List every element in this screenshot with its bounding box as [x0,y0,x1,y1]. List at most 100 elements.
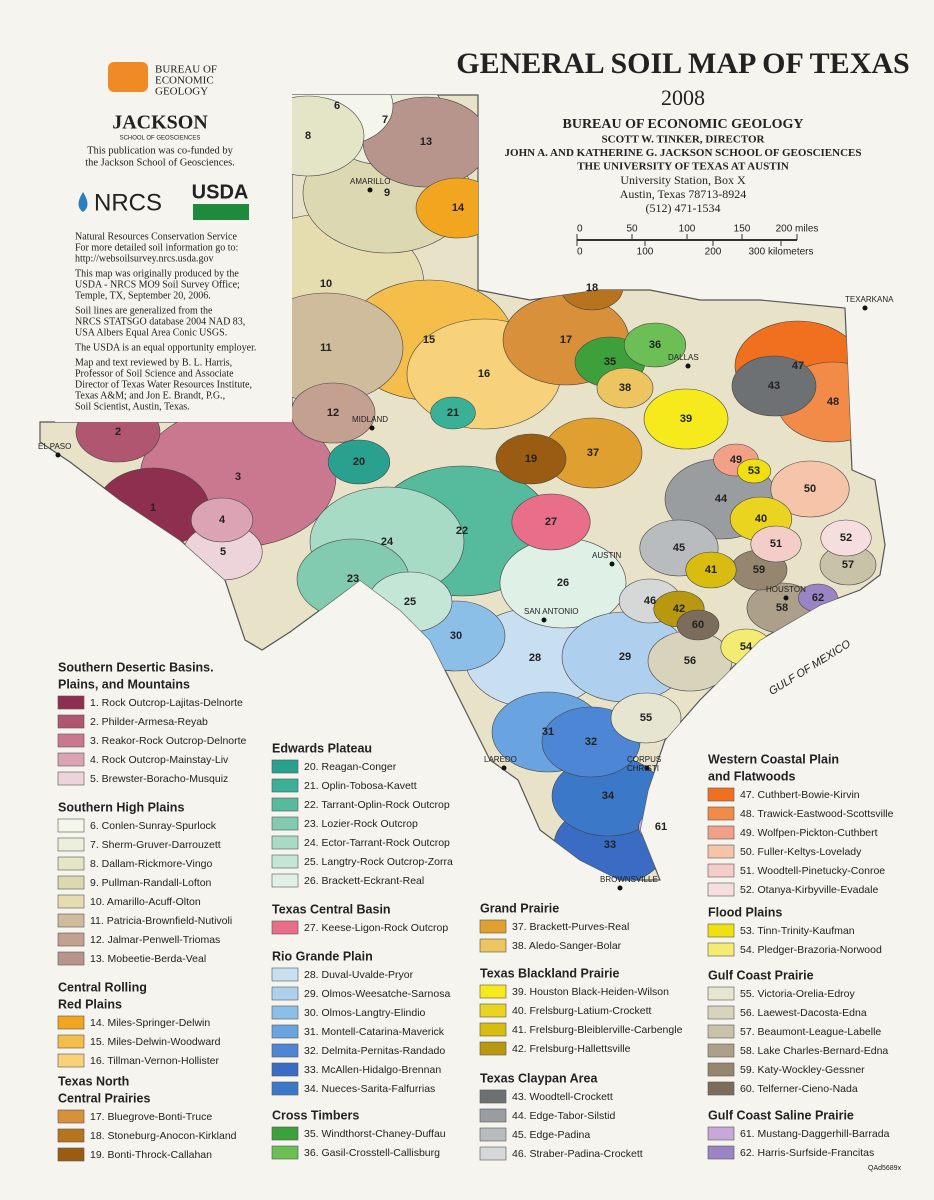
unit-label: 45 [673,542,685,554]
legend-group-title: Gulf Coast Prairie [708,968,814,982]
unit-label: 27 [545,516,557,528]
unit-label: 1 [150,502,156,514]
unit-label: 5 [220,546,226,558]
legend-item: 16. Tillman-Vernon-Hollister [90,1055,219,1067]
soil-region [610,692,682,744]
gulf-label: GULF OF MEXICO [767,638,853,698]
unit-label: 25 [404,596,416,608]
legend-swatch [479,1108,507,1123]
soil-region [511,493,591,551]
city-name: EL PASO [38,442,71,451]
unit-label: 40 [755,513,767,525]
legend-group-title: Edwards Plateau [272,741,372,755]
unit-label: 29 [619,651,631,663]
legend-swatch [707,825,735,840]
credit-line: Map and text reviewed by B. L. Harris, [75,357,232,368]
scale-miles-label: 50 [626,224,638,235]
legend-item: 50. Fuller-Keltys-Lovelady [740,846,862,858]
legend-item: 23. Lozier-Rock Outcrop [304,818,418,830]
legend-swatch [479,1022,507,1037]
unit-label: 9 [384,187,390,199]
legend-swatch [57,913,85,928]
unit-label: 6 [334,100,340,112]
legend-group-title: Texas Central Basin [272,902,391,916]
legend-item: 47. Cuthbert-Bowie-Kirvin [740,789,860,801]
legend-item: 32. Delmita-Pernitas-Randado [304,1045,445,1057]
unit-label: 24 [381,536,394,548]
legend-item: 29. Olmos-Weesatche-Sarnosa [304,988,450,1000]
soil-region [596,367,654,409]
legend-item: 9. Pullman-Randall-Lofton [90,877,212,889]
legend-swatch [271,854,299,869]
legend-swatch [271,1145,299,1160]
legend-item: 14. Miles-Springer-Delwin [90,1017,210,1029]
legend-group-title: Red Plains [58,997,122,1011]
credit-line: Professor of Soil Science and Associate [75,368,234,379]
legend-swatch [271,986,299,1001]
legend-item: 36. Gasil-Crosstell-Callisburg [304,1147,440,1159]
beg-logo-text: BUREAU OF [155,64,217,76]
nrcs-drop [78,192,88,212]
scale-km-label: 0 [577,247,583,258]
unit-label: 3 [235,471,241,483]
legend-item: 21. Oplin-Tobosa-Kavett [304,780,417,792]
legend-group-title: Grand Prairie [480,901,559,915]
org-name: BUREAU OF ECONOMIC GEOLOGY [563,117,804,132]
city-dot [501,765,507,771]
legend-swatch [57,951,85,966]
legend-swatch [707,1126,735,1141]
legend-swatch [57,714,85,729]
scale-km-label: 100 [637,247,654,258]
legend-swatch [57,1109,85,1124]
header-school: JOHN A. AND KATHERINE G. JACKSON SCHOOL … [505,147,862,159]
unit-label: 38 [619,382,631,394]
beg-logo-mark [108,62,148,92]
legend-swatch [271,873,299,888]
legend-item: 2. Philder-Armesa-Reyab [90,716,208,728]
unit-label: 51 [770,538,782,550]
legend-item: 4. Rock Outcrop-Mainstay-Liv [90,754,229,766]
city-name: AMARILLO [350,177,390,186]
city-name: CHRISTI [627,764,659,773]
scale-km-label: 200 [705,247,722,258]
unit-label: 54 [740,641,753,653]
legend-item: 54. Pledger-Brazoria-Norwood [740,944,882,956]
legend-swatch [479,1041,507,1056]
header-university: THE UNIVERSITY OF TEXAS AT AUSTIN [577,161,789,173]
legend-item: 51. Woodtell-Pinetucky-Conroe [740,865,885,877]
scale-miles-label: 0 [577,224,583,235]
credit-line: NRCS STATSGO database 2004 NAD 83, [75,316,245,327]
soil-region [770,460,850,518]
legend-swatch [271,967,299,982]
city-dot [617,885,623,891]
legend-item: 25. Langtry-Rock Outcrop-Zorra [304,856,453,868]
legend-item: 38. Aledo-Sanger-Bolar [512,940,622,952]
legend-item: 31. Montell-Catarina-Maverick [304,1026,445,1038]
scale-miles-label: 100 [679,224,696,235]
soil-region [430,396,476,430]
city-name: BROWNSVILLE [600,875,658,884]
legend-swatch [271,920,299,935]
legend-item: 62. Harris-Surfside-Francitas [740,1147,874,1159]
map-year: 2008 [661,85,705,110]
city-dot [609,561,615,567]
legend-item: 49. Wolfpen-Pickton-Cuthbert [740,827,878,839]
unit-label: 13 [420,136,432,148]
legend-swatch [271,1126,299,1141]
legend-item: 3. Reakor-Rock Outcrop-Delnorte [90,735,247,747]
legend-group-title: Western Coastal Plain [708,752,839,766]
unit-label: 30 [450,630,462,642]
cofund-line: This publication was co-funded by [87,145,234,156]
legend-swatch [707,1062,735,1077]
legend-swatch [271,816,299,831]
legend-swatch [707,863,735,878]
unit-label: 52 [840,532,852,544]
legend-item: 42. Frelsburg-Hallettsville [512,1043,631,1055]
unit-label: 28 [529,652,541,664]
legend-swatch [271,1062,299,1077]
unit-label: 34 [602,790,615,802]
legend-swatch [479,984,507,999]
unit-label: 26 [557,577,569,589]
unit-label: 14 [452,202,465,214]
